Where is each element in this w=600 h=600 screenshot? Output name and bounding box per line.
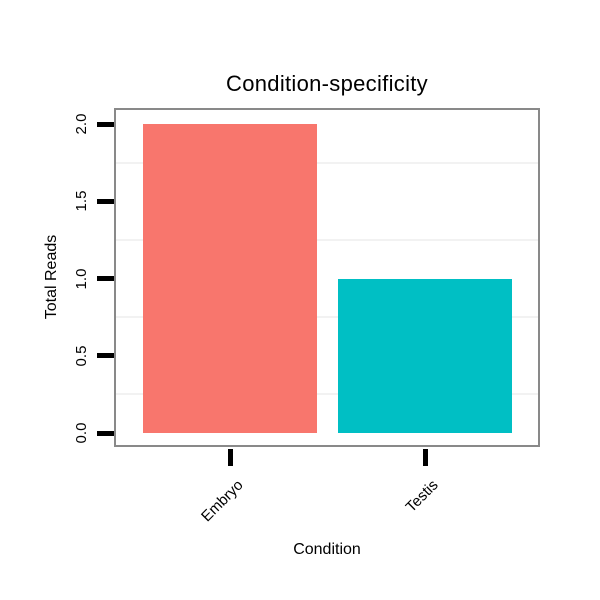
y-axis-tick bbox=[97, 430, 114, 436]
y-axis-tick bbox=[97, 121, 114, 127]
plot-panel bbox=[114, 108, 540, 447]
y-tick-label: 1.0 bbox=[72, 268, 90, 289]
bar-testis bbox=[337, 278, 513, 433]
y-tick-label: 0.0 bbox=[72, 422, 90, 444]
x-axis-tick bbox=[422, 449, 428, 466]
x-axis-tick bbox=[227, 449, 233, 466]
y-tick-label: 0.5 bbox=[72, 345, 90, 367]
bar-embryo bbox=[142, 124, 318, 433]
y-tick-label: 1.5 bbox=[72, 190, 90, 212]
minor-gridline bbox=[116, 316, 538, 319]
y-axis-tick bbox=[97, 198, 114, 204]
minor-gridline bbox=[116, 161, 538, 164]
y-axis-tick bbox=[97, 353, 114, 359]
minor-gridline bbox=[116, 393, 538, 396]
y-tick-label: 2.0 bbox=[72, 113, 90, 135]
y-axis-title: Total Reads bbox=[43, 234, 60, 320]
x-tick-label-testis: Testis bbox=[402, 476, 442, 516]
x-tick-label-embryo: Embryo bbox=[198, 476, 247, 526]
y-axis-tick bbox=[97, 276, 114, 281]
minor-gridline bbox=[116, 238, 538, 241]
chart-title: Condition-specificity bbox=[226, 71, 428, 96]
x-axis-title: Condition bbox=[293, 541, 361, 558]
